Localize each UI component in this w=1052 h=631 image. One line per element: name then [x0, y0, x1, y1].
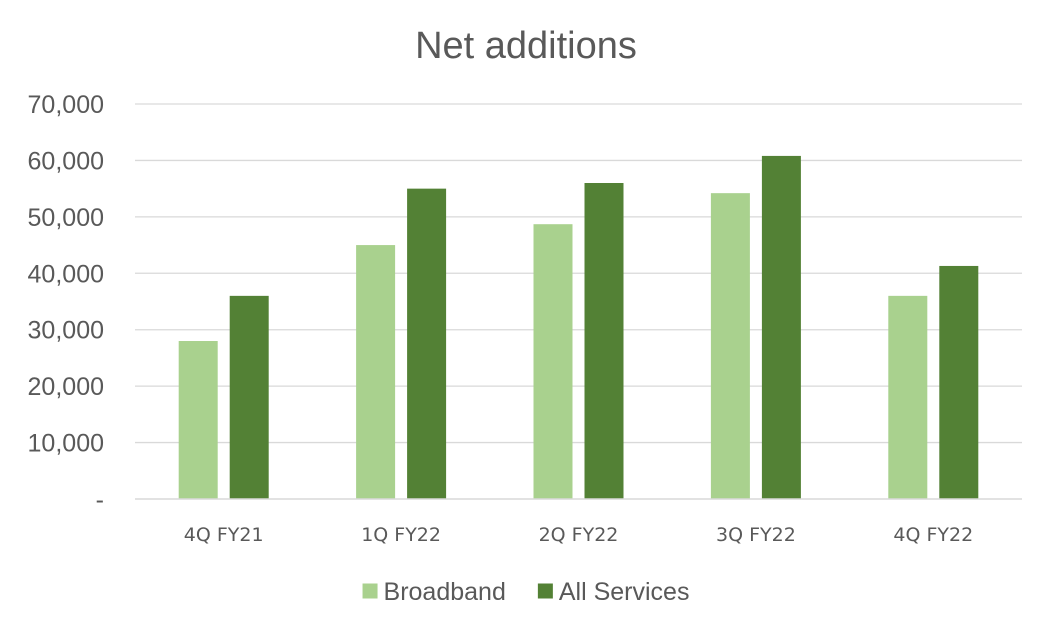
x-tick-label: 1Q FY22 [361, 524, 441, 546]
bar-all-services [584, 183, 624, 499]
legend-label: Broadband [384, 578, 506, 606]
x-tick-label: 3Q FY22 [716, 524, 796, 546]
gridlines [135, 103, 1022, 444]
y-tick-label: 20,000 [28, 373, 104, 401]
legend-label: All Services [559, 578, 690, 606]
chart-title: Net additions [415, 25, 637, 67]
bar-all-services [761, 155, 801, 499]
x-axis-ticks: 4Q FY21 1Q FY22 2Q FY22 3Q FY22 4Q FY22 [184, 524, 973, 546]
y-tick-label: 40,000 [28, 260, 104, 288]
bars [178, 155, 979, 499]
bar-broadband [533, 224, 573, 499]
x-tick-label: 4Q FY22 [893, 524, 973, 546]
y-tick-label: 70,000 [28, 91, 104, 119]
bar-broadband [888, 295, 928, 499]
bar-all-services [229, 295, 269, 499]
bar-broadband [178, 341, 218, 499]
x-tick-label: 2Q FY22 [539, 524, 619, 546]
y-axis-ticks: - 10,000 20,000 30,000 40,000 50,000 60,000 70,… [28, 91, 104, 514]
y-tick-label: - [96, 486, 104, 514]
y-tick-label: 10,000 [28, 430, 104, 458]
y-tick-label: 60,000 [28, 147, 104, 175]
legend: Broadband All Services [362, 578, 690, 606]
y-tick-label: 50,000 [28, 204, 104, 232]
x-tick-label: 4Q FY21 [184, 524, 264, 546]
legend-swatch [537, 583, 553, 599]
bar-all-services [939, 265, 979, 499]
bar-broadband [356, 245, 396, 499]
y-tick-label: 30,000 [28, 317, 104, 345]
bar-all-services [407, 188, 447, 499]
bar-broadband [710, 193, 750, 499]
legend-swatch [362, 583, 378, 599]
